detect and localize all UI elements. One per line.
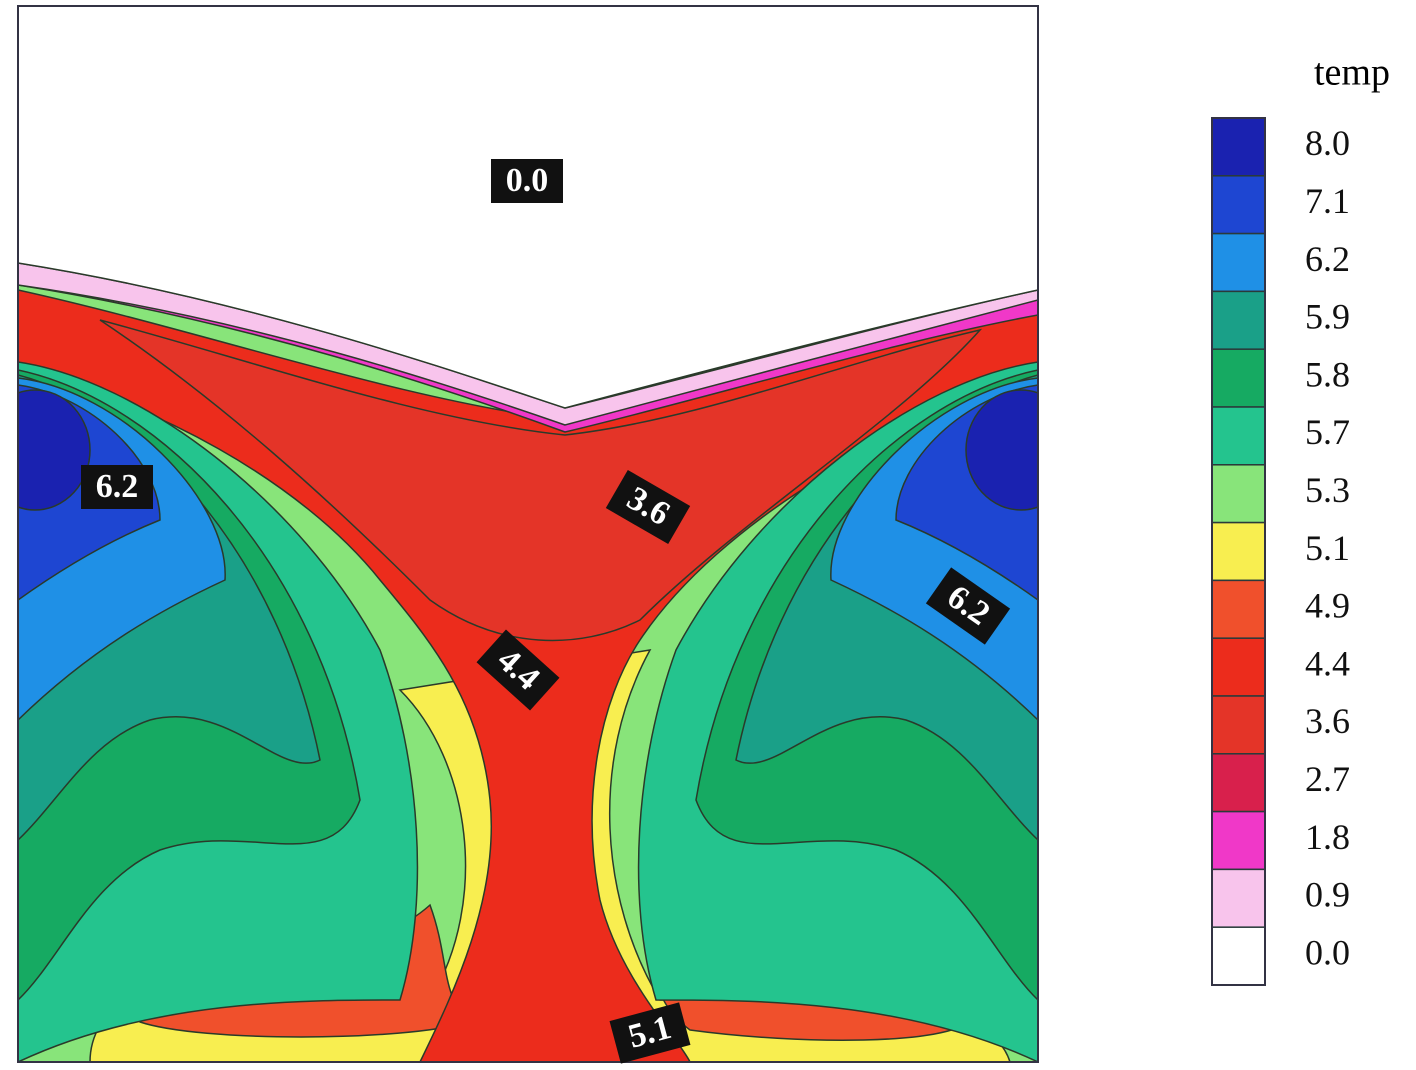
contour-label-box [491,159,563,203]
colorbar-swatch [1211,348,1266,408]
colorbar-tick-label: 7.1 [1305,181,1350,221]
contour-label: 5.1 [609,1002,691,1064]
colorbar-tick-label: 4.4 [1305,643,1350,683]
colorbar-swatch [1211,753,1266,813]
colorbar-title: temp [1314,52,1390,94]
colorbar-swatch [1211,637,1266,697]
colorbar-swatch [1211,868,1266,928]
colorbar-swatch [1211,521,1266,582]
contour-label: 6.2 [81,465,153,509]
contour-label-text: 6.2 [96,468,139,505]
colorbar-swatch [1211,117,1266,177]
colorbar-tick-label: 5.7 [1305,412,1350,452]
contour-region [99,319,983,642]
colorbar-tick-label: 2.7 [1305,759,1350,799]
colorbar-swatch [1211,810,1266,871]
colorbar-swatch [1211,464,1266,524]
contour-label-text: 0.0 [506,162,549,199]
contour-region [18,389,91,511]
plot-frame [17,5,1039,1063]
colorbar-swatch [1211,695,1266,755]
colorbar-tick-label: 3.6 [1305,701,1350,741]
colorbar-swatch [1211,579,1266,639]
colorbar-tick-label: 5.3 [1305,470,1350,510]
colorbar-swatch [1211,232,1266,293]
colorbar-tick-label: 4.9 [1305,586,1350,626]
contour-label-box [81,465,153,509]
colorbar-frame [1211,117,1266,986]
colorbar-swatch [1211,406,1266,466]
contour-label-box [476,629,560,711]
contour-label-box [609,1002,691,1064]
colorbar-tick-label: 0.0 [1305,932,1350,972]
contour-label-box [925,567,1011,645]
colorbar-tick-label: 6.2 [1305,239,1350,279]
contour-region [18,6,1038,409]
colorbar-tick-label: 5.1 [1305,528,1350,568]
colorbar-tick-label: 5.9 [1305,297,1350,337]
contour-label-box [605,469,691,545]
colorbar-tick-label: 0.9 [1305,875,1350,915]
colorbar-tick-label: 1.8 [1305,817,1350,857]
colorbar-swatch [1211,926,1266,986]
colorbar-tick-label: 8.0 [1305,123,1350,163]
colorbar-tick-label: 5.8 [1305,354,1350,394]
colorbar-swatch [1211,175,1266,235]
colorbar-swatch [1211,290,1266,350]
contour-label: 0.0 [491,159,563,203]
